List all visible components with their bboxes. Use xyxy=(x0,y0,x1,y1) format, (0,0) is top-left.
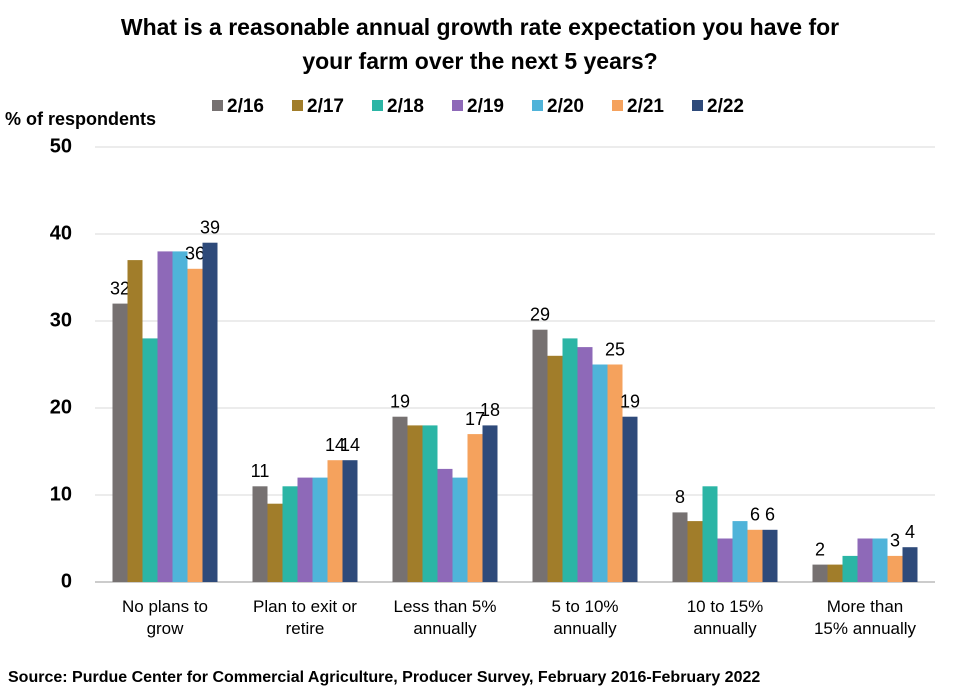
x-tick-label: Plan to exit or retire xyxy=(253,597,357,638)
y-axis-label: % of respondents xyxy=(5,109,156,129)
bar xyxy=(547,355,563,582)
legend-label: 2/18 xyxy=(387,96,424,117)
data-label: 29 xyxy=(530,304,550,324)
bar xyxy=(202,242,218,582)
bar xyxy=(562,338,578,582)
bar xyxy=(872,538,888,582)
legend-label: 2/19 xyxy=(467,96,504,117)
legend-swatch xyxy=(292,100,303,111)
bar xyxy=(532,329,548,582)
bar xyxy=(747,529,763,582)
data-label: 6 xyxy=(765,505,775,525)
x-tick-label: Less than 5% annually xyxy=(393,597,497,638)
bar xyxy=(842,555,858,582)
legend-swatch xyxy=(372,100,383,111)
bar xyxy=(297,477,313,582)
bar xyxy=(267,503,283,582)
data-label: 14 xyxy=(325,435,345,455)
bar xyxy=(452,477,468,582)
bar xyxy=(407,425,423,582)
legend-label: 2/17 xyxy=(307,96,344,117)
bar xyxy=(327,460,343,582)
source: Source: Purdue Center for Commercial Agr… xyxy=(8,669,760,686)
bar xyxy=(577,347,593,582)
bar xyxy=(857,538,873,582)
bar xyxy=(312,477,328,582)
bar xyxy=(172,251,188,582)
bar xyxy=(732,521,748,582)
y-tick-label: 20 xyxy=(50,396,72,418)
data-label: 19 xyxy=(390,391,410,411)
bar xyxy=(467,434,483,582)
legend-swatch xyxy=(452,100,463,111)
bar xyxy=(762,529,778,582)
bar xyxy=(827,564,843,582)
bar xyxy=(812,564,828,582)
bar xyxy=(342,460,358,582)
bar xyxy=(902,547,918,582)
data-label: 3 xyxy=(890,531,900,551)
bar xyxy=(282,486,298,582)
y-tick-label: 0 xyxy=(61,570,72,592)
legend-swatch xyxy=(692,100,703,111)
legend-label: 2/21 xyxy=(627,96,664,117)
data-label: 18 xyxy=(480,400,500,420)
bar xyxy=(112,303,128,582)
bar xyxy=(187,268,203,582)
y-tick-label: 10 xyxy=(50,483,72,505)
data-label: 11 xyxy=(251,461,270,481)
bar xyxy=(687,521,703,582)
data-label: 19 xyxy=(620,391,640,411)
bar xyxy=(717,538,733,582)
x-tick-label: No plans to grow xyxy=(122,597,208,638)
data-label: 39 xyxy=(200,217,220,237)
data-label: 14 xyxy=(340,435,360,455)
data-label: 25 xyxy=(605,339,625,359)
x-tick-label: 5 to 10% annually xyxy=(551,597,619,638)
y-tick-label: 40 xyxy=(50,222,72,244)
legend-swatch xyxy=(612,100,623,111)
data-label: 2 xyxy=(815,539,825,559)
legend-label: 2/20 xyxy=(547,96,584,117)
legend-label: 2/16 xyxy=(227,96,264,117)
legend-swatch xyxy=(532,100,543,111)
legend-label: 2/22 xyxy=(707,96,744,117)
bar xyxy=(482,425,498,582)
bar xyxy=(607,364,623,582)
bar xyxy=(422,425,438,582)
legend-swatch xyxy=(212,100,223,111)
bar xyxy=(157,251,173,582)
y-tick-label: 30 xyxy=(50,309,72,331)
chart-title: What is a reasonable annual growth rate … xyxy=(120,14,840,74)
bar xyxy=(592,364,608,582)
data-label: 8 xyxy=(675,487,685,507)
bar xyxy=(252,486,268,582)
bar xyxy=(702,486,718,582)
bar xyxy=(437,468,453,582)
data-label: 6 xyxy=(750,505,760,525)
bar xyxy=(622,416,638,582)
bar xyxy=(392,416,408,582)
x-tick-label: 10 to 15% annually xyxy=(686,597,764,638)
bar xyxy=(672,512,688,582)
data-label: 4 xyxy=(905,522,915,542)
data-label: 32 xyxy=(110,278,130,298)
bar xyxy=(887,555,903,582)
x-tick-label: More than 15% annually xyxy=(813,597,917,638)
data-label: 17 xyxy=(465,409,485,429)
y-tick-label: 50 xyxy=(50,135,72,157)
bar xyxy=(127,260,143,582)
bar xyxy=(142,338,158,582)
data-label: 36 xyxy=(185,244,205,264)
